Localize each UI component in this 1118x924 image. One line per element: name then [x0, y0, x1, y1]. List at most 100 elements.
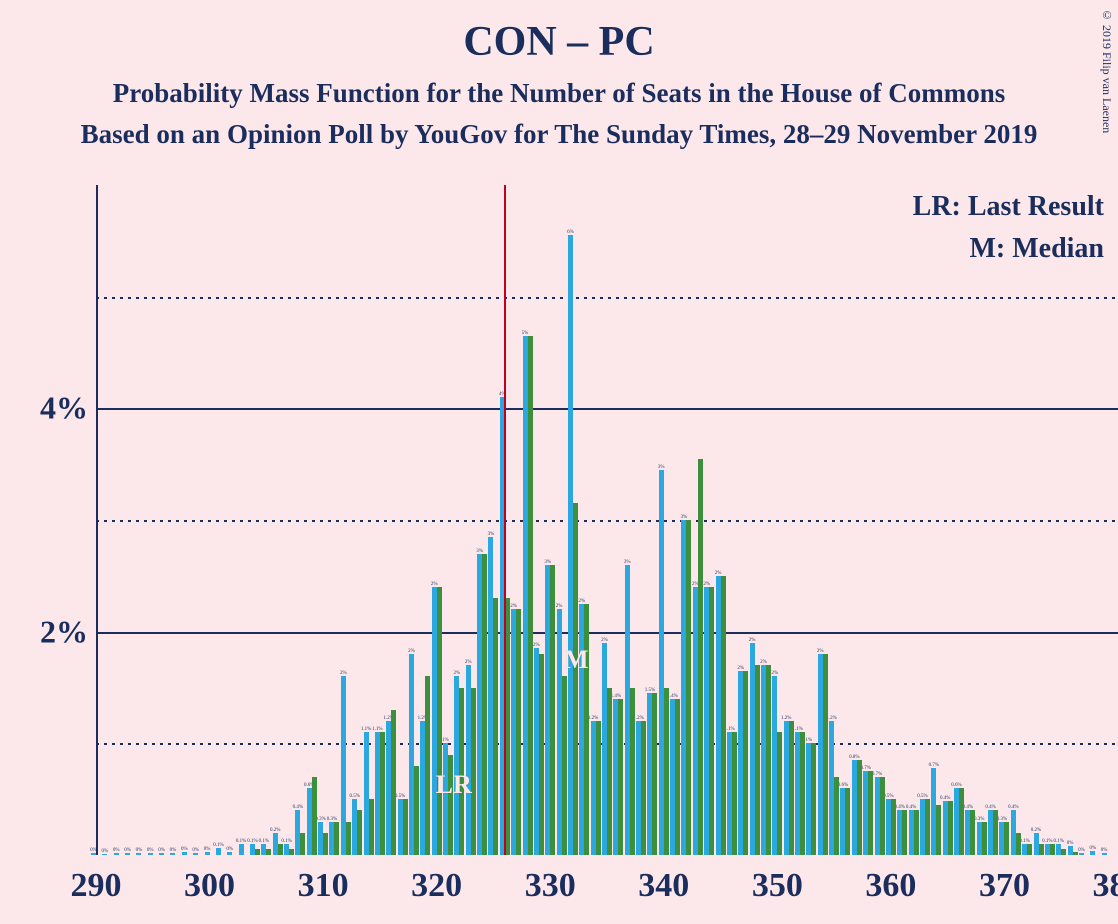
bar-value-label: 0%: [113, 848, 120, 853]
x-tick-label: 350: [752, 867, 803, 905]
bar-series2: [289, 849, 294, 855]
bar-value-label: 2%: [601, 638, 608, 643]
bar-series2: [755, 665, 760, 855]
bar-series1: 0%: [1090, 851, 1095, 855]
bar-value-label: 0%: [1067, 841, 1074, 846]
bar-series2: [698, 459, 703, 855]
bar-value-label: 2%: [533, 643, 540, 648]
bar-value-label: 0%: [147, 848, 154, 853]
lr-marker-label: LR: [436, 770, 472, 800]
bar-value-label: 0.1%: [236, 839, 246, 844]
bar-series2: [403, 799, 408, 855]
y-tick-label: 4%: [40, 390, 88, 427]
bar-series2: [675, 699, 680, 855]
bar-series2: [845, 788, 850, 855]
chart-subtitle-2: Based on an Opinion Poll by YouGov for T…: [0, 109, 1118, 150]
bar-series2: [993, 810, 998, 855]
bar-series1: 0%: [182, 852, 187, 855]
bar-series2: [618, 699, 623, 855]
bar-value-label: 0.3%: [315, 817, 325, 822]
bar-value-label: 2%: [408, 649, 415, 654]
bar-value-label: 0%: [192, 848, 199, 853]
bar-series2: [868, 771, 873, 855]
bar-value-label: 3%: [488, 532, 495, 537]
bar-value-label: 0%: [204, 847, 211, 852]
bar-value-label: 1%: [442, 738, 449, 743]
bar-series1: 0%: [136, 853, 141, 855]
gridline-dotted: [96, 297, 1118, 299]
bar-value-label: 0%: [1078, 848, 1085, 853]
bar-series2: [789, 721, 794, 855]
x-tick-label: 320: [411, 867, 462, 905]
bar-series2: [709, 587, 714, 855]
last-result-line: [504, 185, 506, 855]
bar-value-label: 0%: [158, 848, 165, 853]
bar-value-label: 0.4%: [293, 805, 303, 810]
plot-area: LR: Last Result M: Median 2%4%2903003103…: [96, 185, 1118, 855]
x-tick-label: 330: [525, 867, 576, 905]
median-marker-label: M: [564, 645, 589, 675]
y-tick-label: 2%: [40, 613, 88, 650]
bar-series1: 0%: [125, 853, 130, 855]
bar-value-label: 2%: [340, 671, 347, 676]
bar-series2: [1039, 844, 1044, 855]
bar-value-label: 1.2%: [826, 716, 836, 721]
bar-value-label: 0.5%: [349, 794, 359, 799]
x-tick-label: 360: [865, 867, 916, 905]
bar-series2: [369, 799, 374, 855]
bar-series2: [902, 810, 907, 855]
bar-series1: 0%: [1102, 853, 1107, 855]
bar-value-label: 3%: [658, 465, 665, 470]
bar-series2: [391, 710, 396, 855]
chart-subtitle-1: Probability Mass Function for the Number…: [0, 66, 1118, 109]
bar-series1: 0.1%: [216, 848, 221, 855]
bar-series2: [1050, 844, 1055, 855]
bar-series2: [664, 688, 669, 856]
bar-value-label: 2%: [749, 638, 756, 643]
bar-value-label: 0%: [90, 848, 97, 853]
bar-series2: [970, 810, 975, 855]
bar-value-label: 0.2%: [1031, 828, 1041, 833]
bar-series2: [357, 810, 362, 855]
bar-value-label: 0%: [170, 848, 177, 853]
bar-value-label: 0.4%: [1008, 805, 1018, 810]
bar-series2: [721, 576, 726, 855]
bar-series2: [880, 777, 885, 855]
bar-series2: [641, 721, 646, 855]
bar-value-label: 0%: [226, 847, 233, 852]
bar-series2: [857, 760, 862, 855]
bar-series1: 0.1%: [239, 844, 244, 855]
bar-series2: [380, 732, 385, 855]
bar-series1: 0%: [193, 853, 198, 855]
bar-series2: [266, 849, 271, 855]
bar-value-label: 0.1%: [259, 839, 269, 844]
bar-value-label: 2%: [771, 671, 778, 676]
bar-series2: [834, 777, 839, 855]
bar-series2: [550, 565, 555, 855]
bar-series1: 0%: [148, 853, 153, 855]
bar-series2: [982, 822, 987, 856]
bar-series2: [1061, 849, 1066, 855]
bar-series2: [891, 799, 896, 855]
bar-series2: [584, 604, 589, 855]
bar-series2: [437, 587, 442, 855]
bar-series2: [312, 777, 317, 855]
bar-series2: [914, 810, 919, 855]
bar-series2: [743, 671, 748, 855]
bar-series1: 0%: [114, 853, 119, 855]
bar-series2: [766, 665, 771, 855]
bar-value-label: 0.1%: [213, 843, 223, 848]
bar-series2: [948, 801, 953, 855]
bar-value-label: 0%: [124, 848, 131, 853]
bar-series2: [516, 609, 521, 855]
bar-series1: 0%: [170, 853, 175, 855]
bar-value-label: 3%: [624, 560, 631, 565]
bar-series2: [482, 554, 487, 856]
bar-series2: [596, 721, 601, 855]
bar-value-label: 0.7%: [929, 763, 939, 768]
bar-value-label: 2%: [454, 671, 461, 676]
bar-series2: [573, 503, 578, 855]
bar-series2: [323, 833, 328, 855]
bar-series2: [607, 688, 612, 856]
bar-series1: 0%: [205, 852, 210, 855]
